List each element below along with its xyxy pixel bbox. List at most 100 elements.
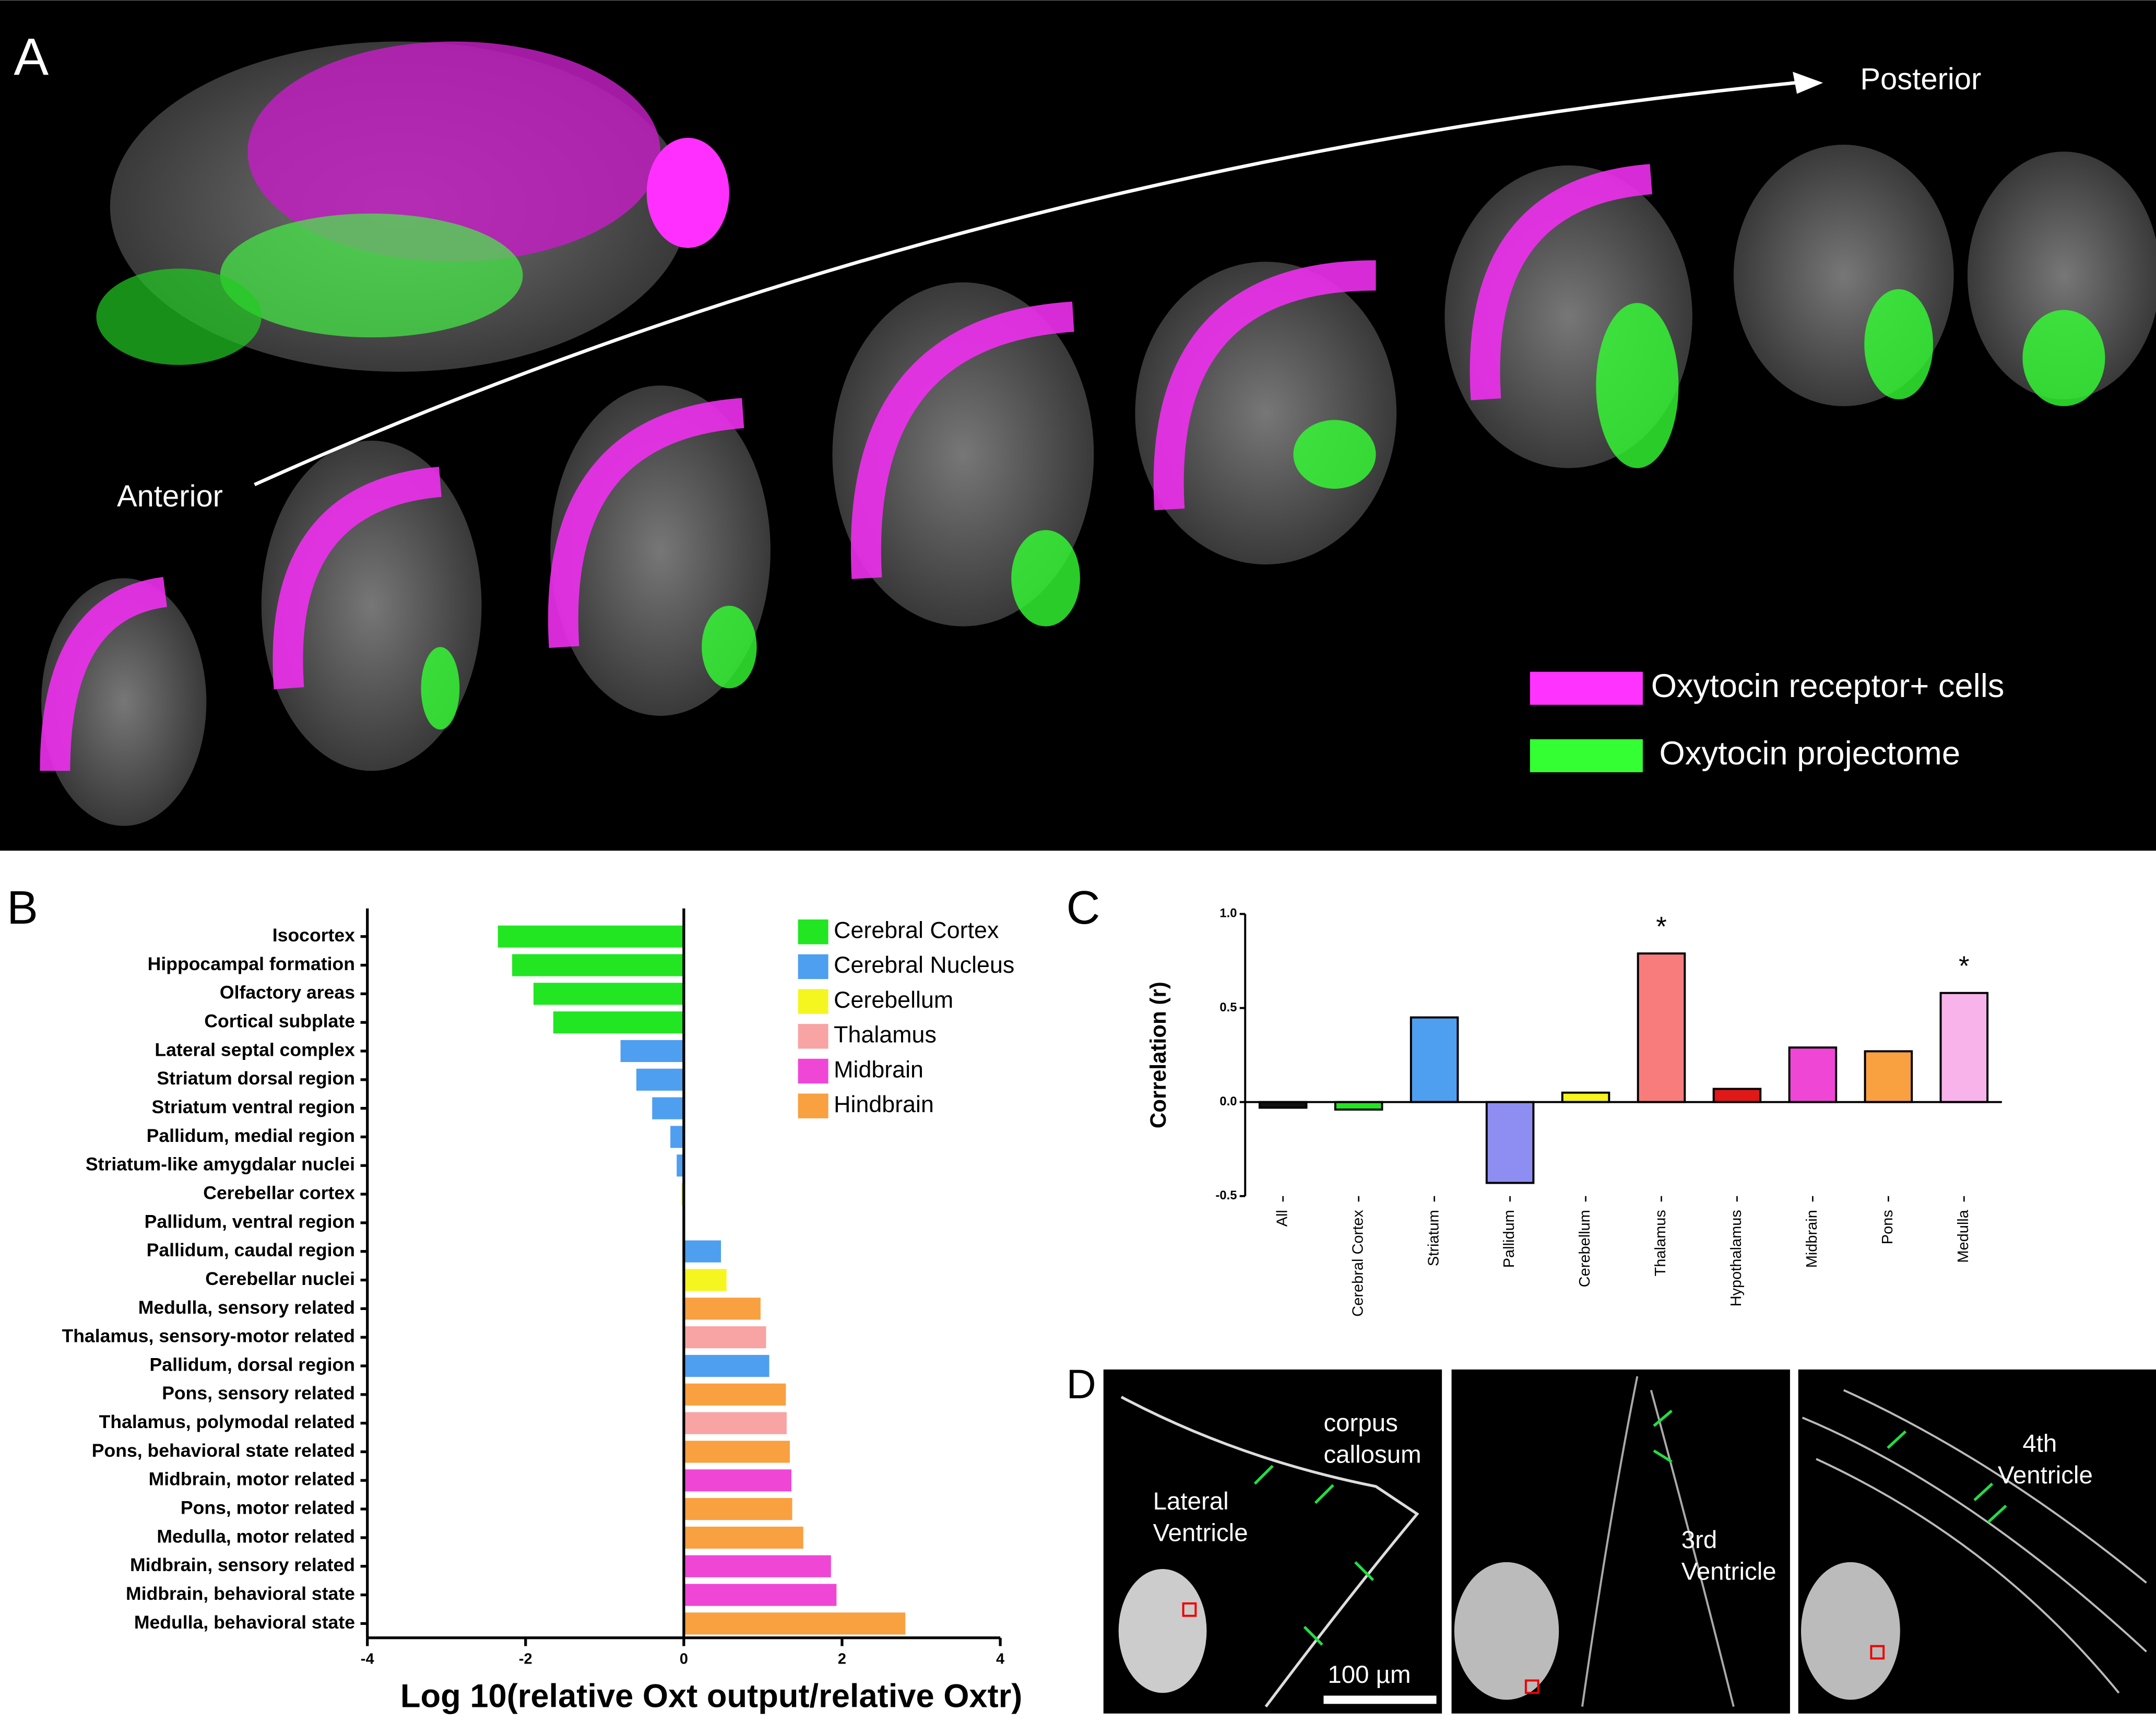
y-tick-label: Isocortex <box>273 925 355 946</box>
bar <box>652 1097 684 1119</box>
legend-swatch <box>798 1024 828 1049</box>
legend-swatch <box>1530 671 1643 705</box>
significance-label: * <box>1656 912 1667 942</box>
bar <box>683 1326 766 1349</box>
legend-label: Oxytocin projectome <box>1660 735 1961 772</box>
y-tick-label: Hippocampal formation <box>148 953 355 974</box>
y-tick-label: Pallidum, dorsal region <box>150 1354 355 1375</box>
anterior-label: Anterior <box>117 480 223 513</box>
bar <box>683 1555 831 1577</box>
panel-label: D <box>1067 1361 1096 1407</box>
y-tick-label: Striatum dorsal region <box>157 1068 355 1089</box>
bar <box>620 1040 684 1063</box>
bar <box>670 1126 684 1148</box>
panel-label: C <box>1067 881 1100 934</box>
panel-label: A <box>14 28 49 86</box>
bar <box>1561 1091 1610 1103</box>
inset-marker <box>1524 1679 1539 1694</box>
y-tick-label: Striatum-like amygdalar nuclei <box>86 1154 355 1175</box>
bar <box>683 1269 727 1291</box>
panel-label: B <box>7 881 38 934</box>
y-tick-label: Pons, behavioral state related <box>92 1440 355 1461</box>
y-tick-label: Midbrain, sensory related <box>130 1554 355 1575</box>
bar <box>497 925 684 948</box>
y-tick-label: -0.5 <box>1216 1189 1237 1202</box>
fiber <box>1120 1396 1419 1708</box>
y-tick-label: Pons, sensory related <box>162 1383 355 1403</box>
scale-bar <box>1323 1695 1437 1704</box>
panel-d: D corpus callosum Lateral Ventricle 3rd … <box>1067 1361 2156 1714</box>
y-tick-label: Medulla, behavioral state <box>134 1612 355 1633</box>
y-tick-label: 1.0 <box>1219 907 1237 921</box>
bar <box>683 1412 787 1434</box>
y-tick-label: Midbrain, behavioral state <box>126 1583 355 1604</box>
y-tick-label: Cerebellar nuclei <box>205 1268 355 1289</box>
label: Lateral <box>1153 1488 1229 1515</box>
inset-brain <box>1801 1562 1900 1700</box>
y-axis-title: Correlation (r) <box>1146 982 1170 1128</box>
label: 4th <box>2022 1430 2057 1457</box>
bar <box>636 1068 684 1091</box>
brain-green <box>220 213 523 338</box>
x-tick-label: Cerebellum <box>1577 1210 1593 1287</box>
bar <box>1485 1101 1535 1184</box>
x-tick-label: Midbrain <box>1804 1210 1820 1268</box>
bar <box>1637 952 1686 1103</box>
panel-a: A Anterior Posterior <box>0 0 2156 851</box>
scale-label: 100 µm <box>1328 1661 1411 1689</box>
bar <box>683 1469 792 1492</box>
legend-swatch <box>798 989 828 1014</box>
bar <box>683 1383 786 1406</box>
label: Ventricle <box>1998 1461 2093 1489</box>
arrows <box>1253 1409 2007 1646</box>
legend-swatch <box>798 1093 828 1118</box>
bar <box>1334 1101 1383 1111</box>
x-tick-label: Striatum <box>1425 1210 1442 1266</box>
bar <box>1409 1016 1459 1103</box>
section-green <box>421 289 2105 730</box>
y-tick-label: Striatum ventral region <box>152 1096 355 1117</box>
bar <box>1864 1050 1913 1103</box>
legend-swatch <box>798 919 828 945</box>
section-magenta <box>40 164 1652 771</box>
y-tick-label: Midbrain, motor related <box>149 1469 355 1490</box>
legend-label: Cerebellum <box>834 987 953 1013</box>
label: Ventricle <box>1681 1558 1776 1585</box>
x-tick-label: Thalamus <box>1652 1210 1669 1276</box>
y-tick-label: Cerebellar cortex <box>203 1182 355 1203</box>
x-tick-label: 2 <box>838 1651 846 1668</box>
label: callosum <box>1323 1441 1421 1468</box>
arrowhead <box>1793 72 1823 94</box>
y-tick-label: Medulla, motor related <box>157 1526 355 1547</box>
inset-brain <box>1454 1562 1559 1700</box>
y-tick-label: 0.0 <box>1219 1095 1237 1108</box>
x-axis-title: Log 10(relative Oxt output/relative Oxtr… <box>400 1678 1022 1714</box>
x-tick-label: -2 <box>519 1651 532 1668</box>
y-tick-label: Olfactory areas <box>220 982 355 1003</box>
fiber <box>1802 1389 2147 1694</box>
legend-label: Cerebral Nucleus <box>834 952 1014 978</box>
x-tick-label: -4 <box>361 1651 374 1668</box>
legend-swatch <box>798 954 828 980</box>
bar <box>677 1154 684 1177</box>
y-tick-label: Pallidum, ventral region <box>145 1211 355 1232</box>
inset-marker <box>1182 1602 1197 1617</box>
y-tick-label: Thalamus, sensory-motor related <box>62 1326 355 1347</box>
legend-label: Oxytocin receptor+ cells <box>1651 668 2005 704</box>
y-tick-label: Pallidum, medial region <box>147 1125 355 1146</box>
y-tick-label: Medulla, sensory related <box>138 1297 355 1318</box>
label: corpus <box>1323 1409 1397 1437</box>
y-tick-label: Thalamus, polymodal related <box>99 1411 355 1432</box>
brain-magenta <box>646 137 729 248</box>
label: Ventricle <box>1153 1519 1248 1547</box>
y-tick-label: 0.5 <box>1219 1001 1237 1015</box>
legend-label: Cerebral Cortex <box>834 917 999 943</box>
significance-label: * <box>1959 951 1970 982</box>
x-tick-label: 4 <box>996 1651 1004 1668</box>
bar <box>683 1498 792 1520</box>
legend-swatch <box>798 1058 828 1084</box>
x-tick-label: Pallidum <box>1501 1210 1518 1268</box>
arrow <box>254 81 1796 487</box>
bar <box>683 1526 803 1549</box>
bar <box>1939 992 1989 1103</box>
